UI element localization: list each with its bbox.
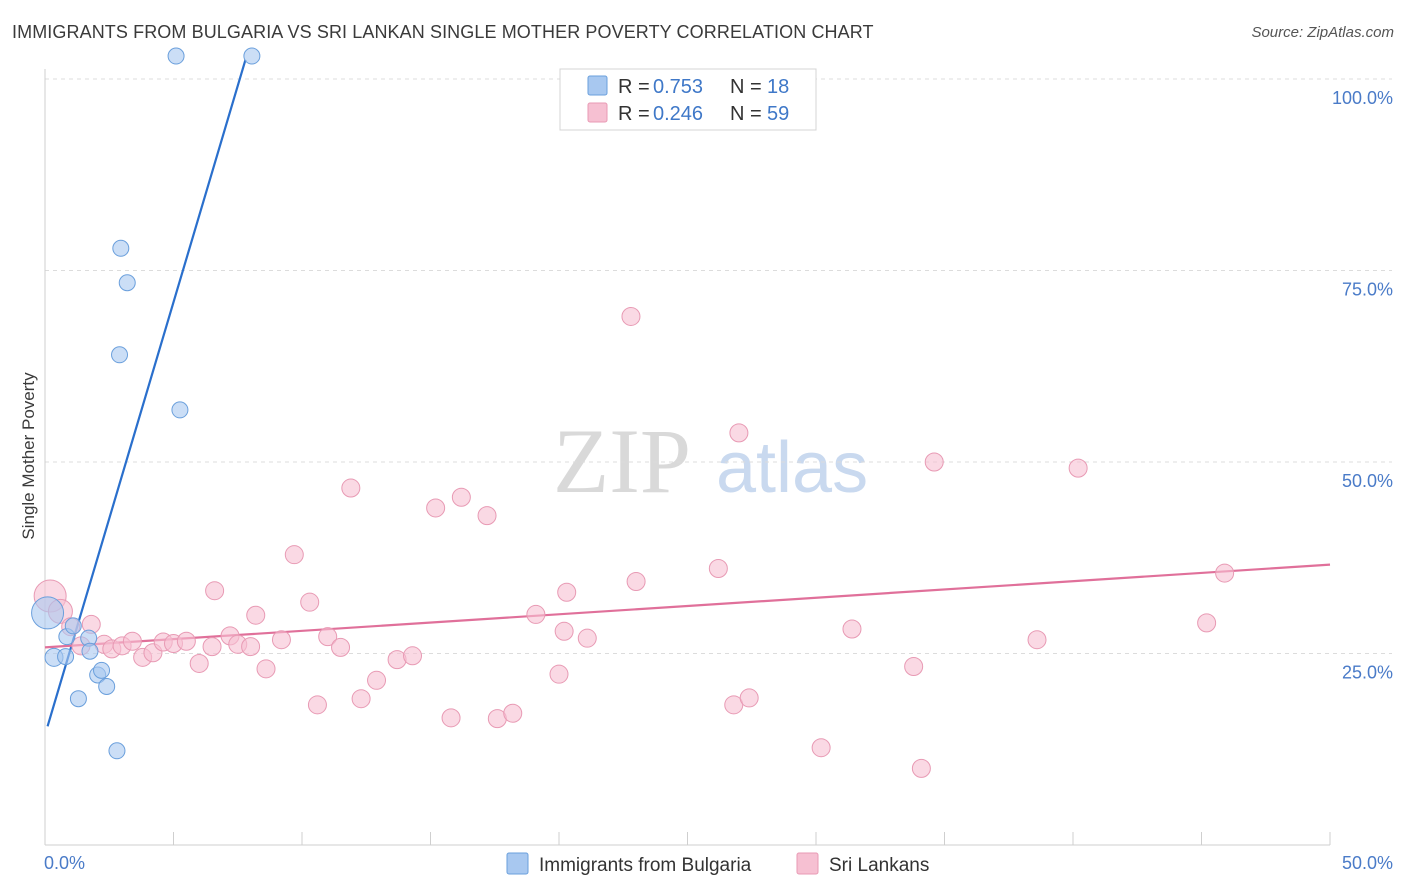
source-label: Source: ZipAtlas.com [1251, 24, 1394, 41]
point-sri-lankans-53 [911, 758, 931, 778]
point-sri-lankans-25 [307, 695, 327, 715]
chart-title: IMMIGRANTS FROM BULGARIA VS SRI LANKAN S… [12, 22, 874, 42]
point-sri-lankans-39 [526, 604, 546, 624]
legend-n-label-bulgaria: N = [730, 76, 762, 98]
point-sri-lankans-58 [1215, 563, 1235, 583]
y-tick-label-50: 50.0% [1342, 471, 1393, 491]
point-sri-lankans-8 [122, 631, 142, 651]
x-tick-label-min: 0.0% [44, 853, 85, 873]
point-sri-lankans-35 [451, 487, 471, 507]
trend-line-sri-lankans [44, 563, 1331, 649]
point-sri-lankans-36 [477, 506, 497, 526]
point-sri-lankans-51 [842, 619, 862, 639]
point-sri-lankans-56 [1068, 458, 1088, 478]
point-sri-lankans-48 [729, 423, 749, 443]
point-sri-lankans-26 [318, 627, 338, 647]
point-sri-lankans-46 [708, 558, 728, 578]
legend-bottom: Immigrants from Bulgaria Sri Lankans [506, 852, 929, 876]
point-sri-lankans-24 [300, 592, 320, 612]
point-sri-lankans-42 [557, 582, 577, 602]
point-sri-lankans-54 [924, 452, 944, 472]
point-sri-lankans-41 [554, 621, 574, 641]
point-sri-lankans-14 [189, 653, 209, 673]
point-bulgaria-10 [98, 677, 116, 695]
point-sri-lankans-45 [626, 571, 646, 591]
point-bulgaria-12 [111, 346, 129, 364]
y-tick-label-100: 100.0% [1332, 88, 1393, 108]
bottom-legend-swatch-sri-lankans [796, 852, 819, 875]
legend-r-value-bulgaria: 0.753 [653, 76, 703, 98]
bottom-legend-label-bulgaria: Immigrants from Bulgaria [539, 855, 752, 876]
point-sri-lankans-13 [176, 631, 196, 651]
point-bulgaria-0 [31, 596, 65, 630]
bottom-legend-label-sri-lankans: Sri Lankans [829, 855, 929, 876]
data-points [31, 47, 1235, 778]
point-sri-lankans-49 [739, 688, 759, 708]
point-sri-lankans-40 [549, 664, 569, 684]
point-bulgaria-5 [69, 690, 87, 708]
point-sri-lankans-55 [1027, 630, 1047, 650]
point-sri-lankans-19 [241, 637, 261, 657]
point-sri-lankans-33 [426, 498, 446, 518]
legend-r-value-sri-lankans: 0.246 [653, 103, 703, 125]
point-sri-lankans-34 [441, 708, 461, 728]
x-tick-label-max: 50.0% [1342, 853, 1393, 873]
axes: 25.0% 50.0% 75.0% 100.0% 0.0% 50.0% [44, 69, 1393, 873]
legend-n-value-bulgaria: 18 [767, 76, 789, 98]
point-bulgaria-2 [57, 648, 75, 666]
bottom-legend-swatch-bulgaria [506, 852, 529, 875]
y-tick-label-25: 25.0% [1342, 663, 1393, 683]
legend-n-value-sri-lankans: 59 [767, 103, 789, 125]
point-bulgaria-17 [243, 47, 261, 65]
legend-top: R = 0.753 N = 18 R = 0.246 N = 59 [559, 68, 817, 131]
watermark-zip: ZIP [553, 410, 691, 512]
legend-n-label-sri-lankans: N = [730, 103, 762, 125]
point-sri-lankans-38 [503, 703, 523, 723]
point-bulgaria-15 [167, 47, 185, 65]
trend-lines [44, 59, 1331, 727]
point-sri-lankans-50 [811, 738, 831, 758]
point-sri-lankans-23 [284, 545, 304, 565]
legend-r-label-sri-lankans: R = [618, 103, 650, 125]
y-tick-label-75: 75.0% [1342, 280, 1393, 300]
point-sri-lankans-44 [621, 306, 641, 326]
point-bulgaria-14 [118, 274, 136, 292]
point-sri-lankans-43 [577, 628, 597, 648]
legend-r-label-bulgaria: R = [618, 76, 650, 98]
point-bulgaria-13 [112, 239, 130, 257]
legend-swatch-sri-lankans [587, 102, 608, 123]
point-bulgaria-11 [108, 742, 126, 760]
y-axis-title: Single Mother Poverty [19, 372, 38, 540]
point-sri-lankans-22 [271, 630, 291, 650]
point-sri-lankans-32 [403, 646, 423, 666]
legend-swatch-bulgaria [587, 75, 608, 96]
point-sri-lankans-29 [351, 689, 371, 709]
point-sri-lankans-57 [1197, 613, 1217, 633]
point-sri-lankans-52 [904, 657, 924, 677]
point-sri-lankans-28 [341, 478, 361, 498]
point-sri-lankans-20 [246, 605, 266, 625]
point-bulgaria-16 [171, 401, 189, 419]
point-sri-lankans-16 [205, 581, 225, 601]
point-sri-lankans-15 [202, 637, 222, 657]
point-sri-lankans-21 [256, 659, 276, 679]
trend-line-bulgaria [46, 59, 247, 727]
point-bulgaria-9 [93, 661, 111, 679]
point-sri-lankans-27 [331, 637, 351, 657]
point-bulgaria-4 [64, 617, 82, 635]
point-sri-lankans-30 [367, 670, 387, 690]
point-bulgaria-7 [81, 642, 99, 660]
